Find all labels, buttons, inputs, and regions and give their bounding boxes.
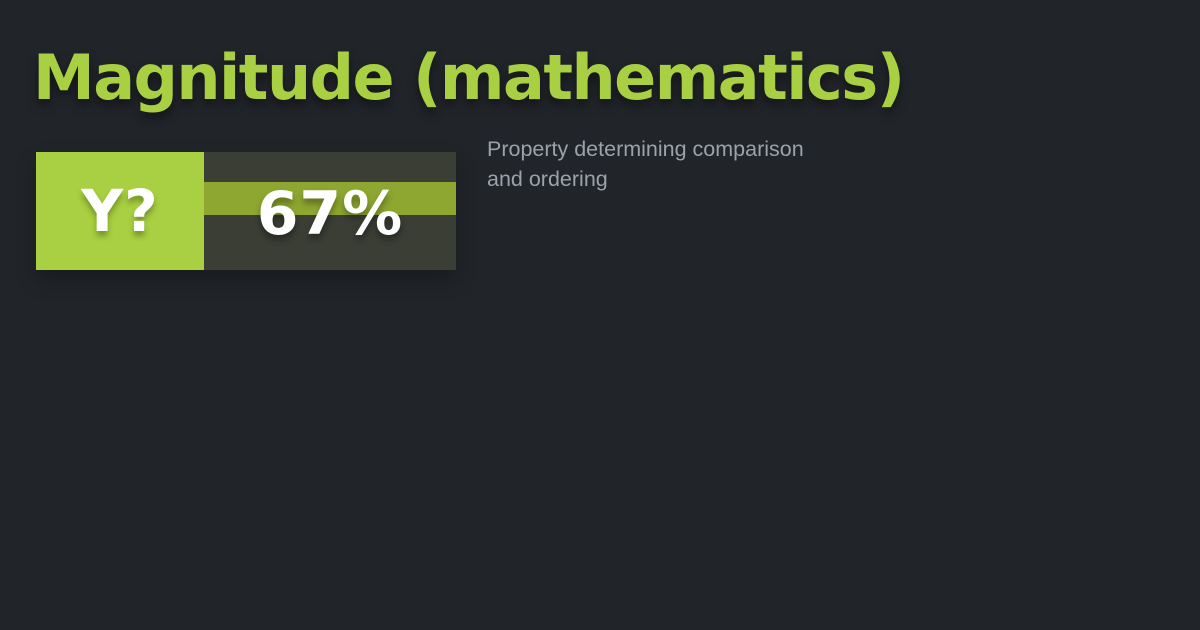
score-badge: Y? 67% [36,152,456,270]
logo-text: Y? [81,177,159,245]
page-title: Magnitude (mathematics) [33,41,905,114]
percent-value: 67% [256,179,404,249]
logo-block: Y? [36,152,204,270]
description-text: Property determining comparison and orde… [487,137,804,191]
score-block: 67% [204,152,456,270]
stripe-decoration [204,182,456,215]
